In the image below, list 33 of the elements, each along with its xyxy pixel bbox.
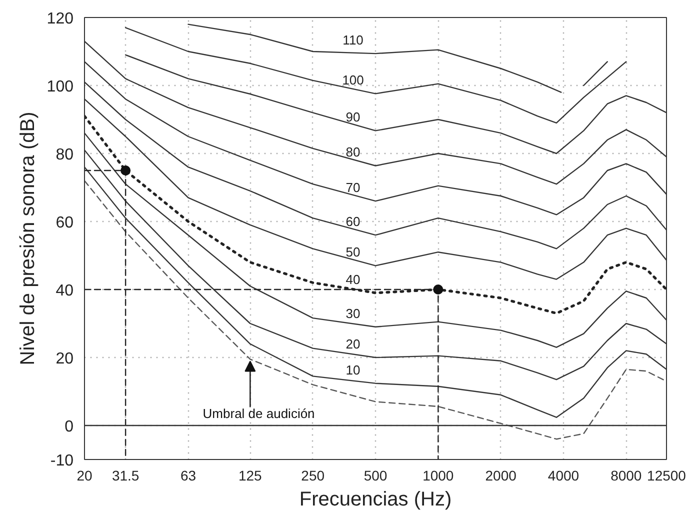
series-label: 70 xyxy=(346,180,360,196)
x-tick-label: 250 xyxy=(301,468,325,484)
x-tick-label: 1000 xyxy=(422,468,454,484)
series-label: 30 xyxy=(346,306,360,321)
x-tick-label: 2000 xyxy=(485,468,517,484)
y-tick-label: 80 xyxy=(56,146,74,164)
series-label: 40 xyxy=(346,272,360,287)
y-tick-label: -10 xyxy=(50,452,74,470)
x-tick-label: 12500 xyxy=(647,468,686,484)
x-tick-label: 500 xyxy=(364,468,388,484)
y-tick-label: 100 xyxy=(46,78,74,96)
series-label: 60 xyxy=(346,214,360,230)
x-tick-label: 8000 xyxy=(610,468,642,484)
x-axis-title: Frecuencias (Hz) xyxy=(299,488,452,510)
y-tick-label: 120 xyxy=(46,10,74,28)
series-label: 10 xyxy=(346,362,360,378)
x-tick-label: 31.5 xyxy=(112,468,140,484)
x-tick-label: 4000 xyxy=(548,468,580,484)
series-label: 90 xyxy=(346,110,360,125)
y-axis-title: Nivel de presión sonora (dB) xyxy=(16,112,39,366)
series-label: 100 xyxy=(342,72,364,88)
series-label: 80 xyxy=(346,144,360,160)
series-label: 110 xyxy=(342,32,364,48)
y-tick-label: 0 xyxy=(64,418,74,436)
series-label: 50 xyxy=(346,244,360,260)
series-label: 20 xyxy=(346,336,360,352)
x-tick-label: 125 xyxy=(238,468,262,484)
x-tick-label: 20 xyxy=(76,468,92,484)
annotation: Umbral de audición xyxy=(202,406,315,422)
y-tick-label: 40 xyxy=(56,282,74,300)
x-tick-label: 63 xyxy=(180,468,196,484)
y-tick-label: 20 xyxy=(56,350,74,368)
y-tick-label: 60 xyxy=(56,214,74,232)
